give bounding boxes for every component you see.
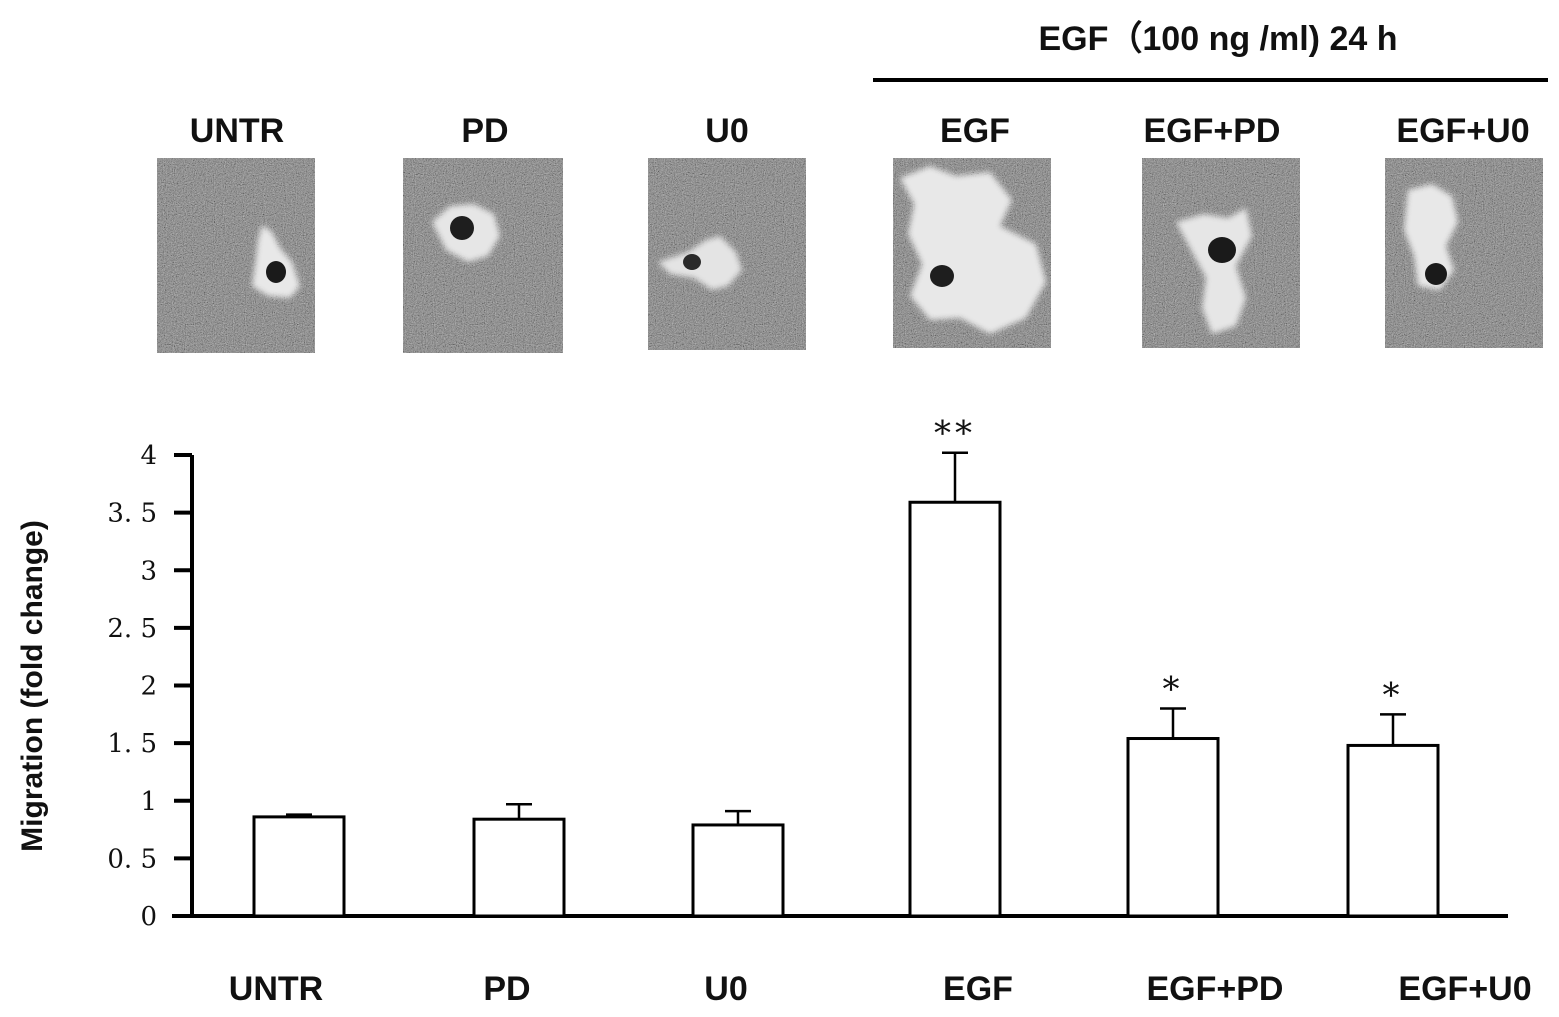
micrograph-label-u0: U0 bbox=[705, 112, 748, 150]
bar-untr bbox=[252, 815, 346, 918]
x-tick-label-egf-pd: EGF+PD bbox=[1147, 970, 1284, 1008]
x-tick-label-egf: EGF bbox=[943, 970, 1013, 1008]
significance-marker-egf-pd: * bbox=[1163, 670, 1184, 710]
bar-u0 bbox=[691, 823, 785, 918]
micrograph-pd bbox=[403, 158, 563, 353]
x-tick-labels: UNTR PD U0 EGF EGF+PD EGF+U0 bbox=[229, 970, 1532, 1008]
y-tick-label: 2. 5 bbox=[107, 614, 157, 644]
bar-pd bbox=[472, 817, 566, 918]
significance-marker-egf-u0: * bbox=[1383, 675, 1404, 715]
micrograph-labels: UNTR PD U0 EGF EGF+PD EGF+U0 bbox=[190, 112, 1530, 150]
bars: *** * bbox=[252, 414, 1440, 918]
bar-egf bbox=[908, 500, 1002, 918]
micrograph-egf-pd bbox=[1142, 158, 1300, 348]
micrograph-label-egf: EGF bbox=[940, 112, 1010, 150]
y-tick-label: 3 bbox=[140, 556, 157, 586]
micrograph-label-pd: PD bbox=[461, 112, 508, 150]
x-tick-label-untr: UNTR bbox=[229, 970, 323, 1008]
micrograph-label-egf-u0: EGF+U0 bbox=[1396, 112, 1529, 150]
significance-marker-egf: ** bbox=[934, 414, 976, 454]
y-tick-label: 1 bbox=[140, 787, 157, 817]
x-tick-label-u0: U0 bbox=[704, 970, 747, 1008]
y-tick-label: 0. 5 bbox=[107, 844, 157, 874]
y-axis-label: Migration (fold change) bbox=[16, 520, 49, 852]
y-tick-label: 4 bbox=[140, 441, 157, 471]
micrograph-label-untr: UNTR bbox=[190, 112, 284, 150]
micrograph-untr bbox=[157, 158, 315, 353]
y-tick-label: 3. 5 bbox=[107, 499, 157, 529]
x-tick-label-pd: PD bbox=[483, 970, 530, 1008]
y-tick-label: 2 bbox=[140, 672, 157, 702]
micrograph-u0 bbox=[648, 158, 806, 350]
bar-egf-pd bbox=[1126, 737, 1220, 918]
y-ticks: 0 0. 5 1 1. 5 2 2. 5 3 3. 5 4 bbox=[107, 441, 192, 932]
y-tick-label: 1. 5 bbox=[107, 729, 157, 759]
micrograph-label-egf-pd: EGF+PD bbox=[1144, 112, 1281, 150]
treatment-header: EGF（100 ng /ml) 24 h bbox=[1039, 19, 1398, 58]
micrograph-egf-u0 bbox=[1385, 158, 1543, 348]
x-tick-label-egf-u0: EGF+U0 bbox=[1398, 970, 1531, 1008]
bar-egf-u0 bbox=[1346, 743, 1440, 918]
micrograph-egf bbox=[893, 158, 1051, 348]
bar-chart: Migration (fold change) 0 0. 5 1 1. 5 2 2. 5 3… bbox=[16, 414, 1532, 1008]
y-tick-label: 0 bbox=[140, 902, 157, 932]
